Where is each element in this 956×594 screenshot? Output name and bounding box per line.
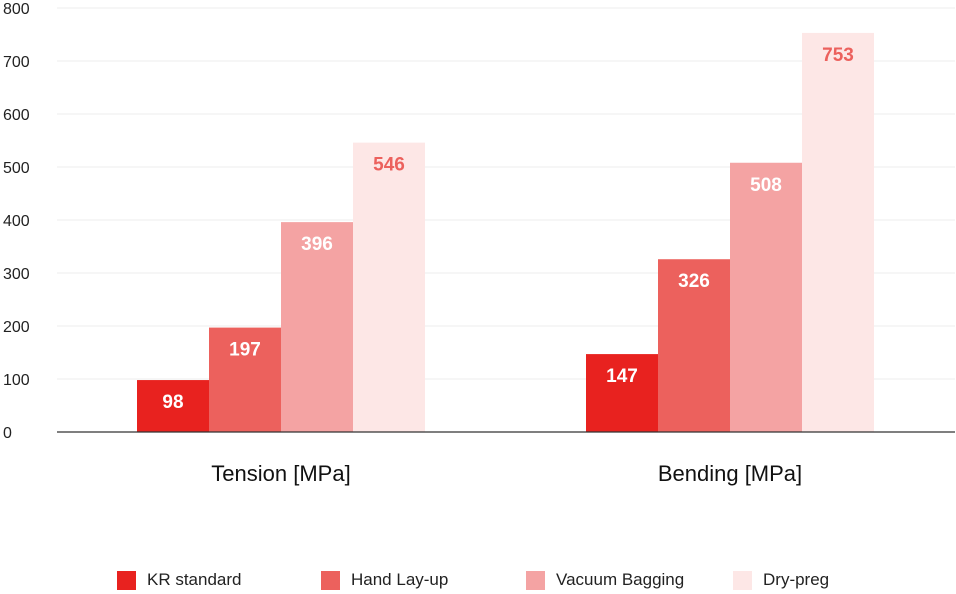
legend-item: Vacuum Bagging — [526, 570, 684, 590]
bar — [137, 380, 209, 432]
y-tick-label: 300 — [3, 266, 30, 283]
y-tick-label: 600 — [3, 107, 30, 124]
data-label: 546 — [373, 155, 405, 176]
y-tick-label: 500 — [3, 160, 30, 177]
legend: KR standard Hand Lay-up Vacuum Bagging Dry-… — [0, 568, 956, 594]
legend-label: Hand Lay-up — [351, 570, 449, 589]
bar — [730, 162, 802, 432]
bar — [209, 327, 281, 432]
y-tick-label: 0 — [3, 425, 12, 442]
legend-label: KR standard — [147, 570, 242, 589]
data-label: 197 — [229, 340, 261, 361]
legend-swatch — [733, 570, 752, 590]
bar — [802, 32, 874, 432]
x-category-label: Bending [MPa] — [658, 461, 802, 486]
data-label: 508 — [750, 175, 782, 196]
legend-label: Dry-preg — [763, 570, 830, 589]
data-label: 326 — [678, 271, 710, 292]
bar — [353, 142, 425, 432]
x-category-label: Tension [MPa] — [211, 461, 350, 486]
legend-item: KR standard — [117, 570, 242, 590]
legend-swatch — [117, 570, 136, 590]
legend-swatch — [526, 570, 545, 590]
legend-label: Vacuum Bagging — [556, 570, 685, 589]
data-label: 396 — [301, 234, 333, 255]
data-label: 98 — [162, 392, 183, 413]
bar — [281, 222, 353, 432]
bar — [658, 259, 730, 432]
y-tick-label: 200 — [3, 319, 30, 336]
legend-swatch — [321, 570, 340, 590]
bar-chart: 0 100 200 300 400 500 600 700 800 98 197 396 546 Tens… — [3, 1, 955, 486]
legend-item: Hand Lay-up — [321, 570, 448, 590]
bar — [586, 354, 658, 432]
y-tick-label: 700 — [3, 54, 30, 71]
legend-item: Dry-preg — [733, 570, 829, 590]
y-tick-label: 400 — [3, 213, 30, 230]
data-label: 147 — [606, 366, 638, 387]
y-tick-label: 800 — [3, 1, 30, 18]
y-tick-label: 100 — [3, 372, 30, 389]
data-label: 753 — [822, 45, 854, 66]
